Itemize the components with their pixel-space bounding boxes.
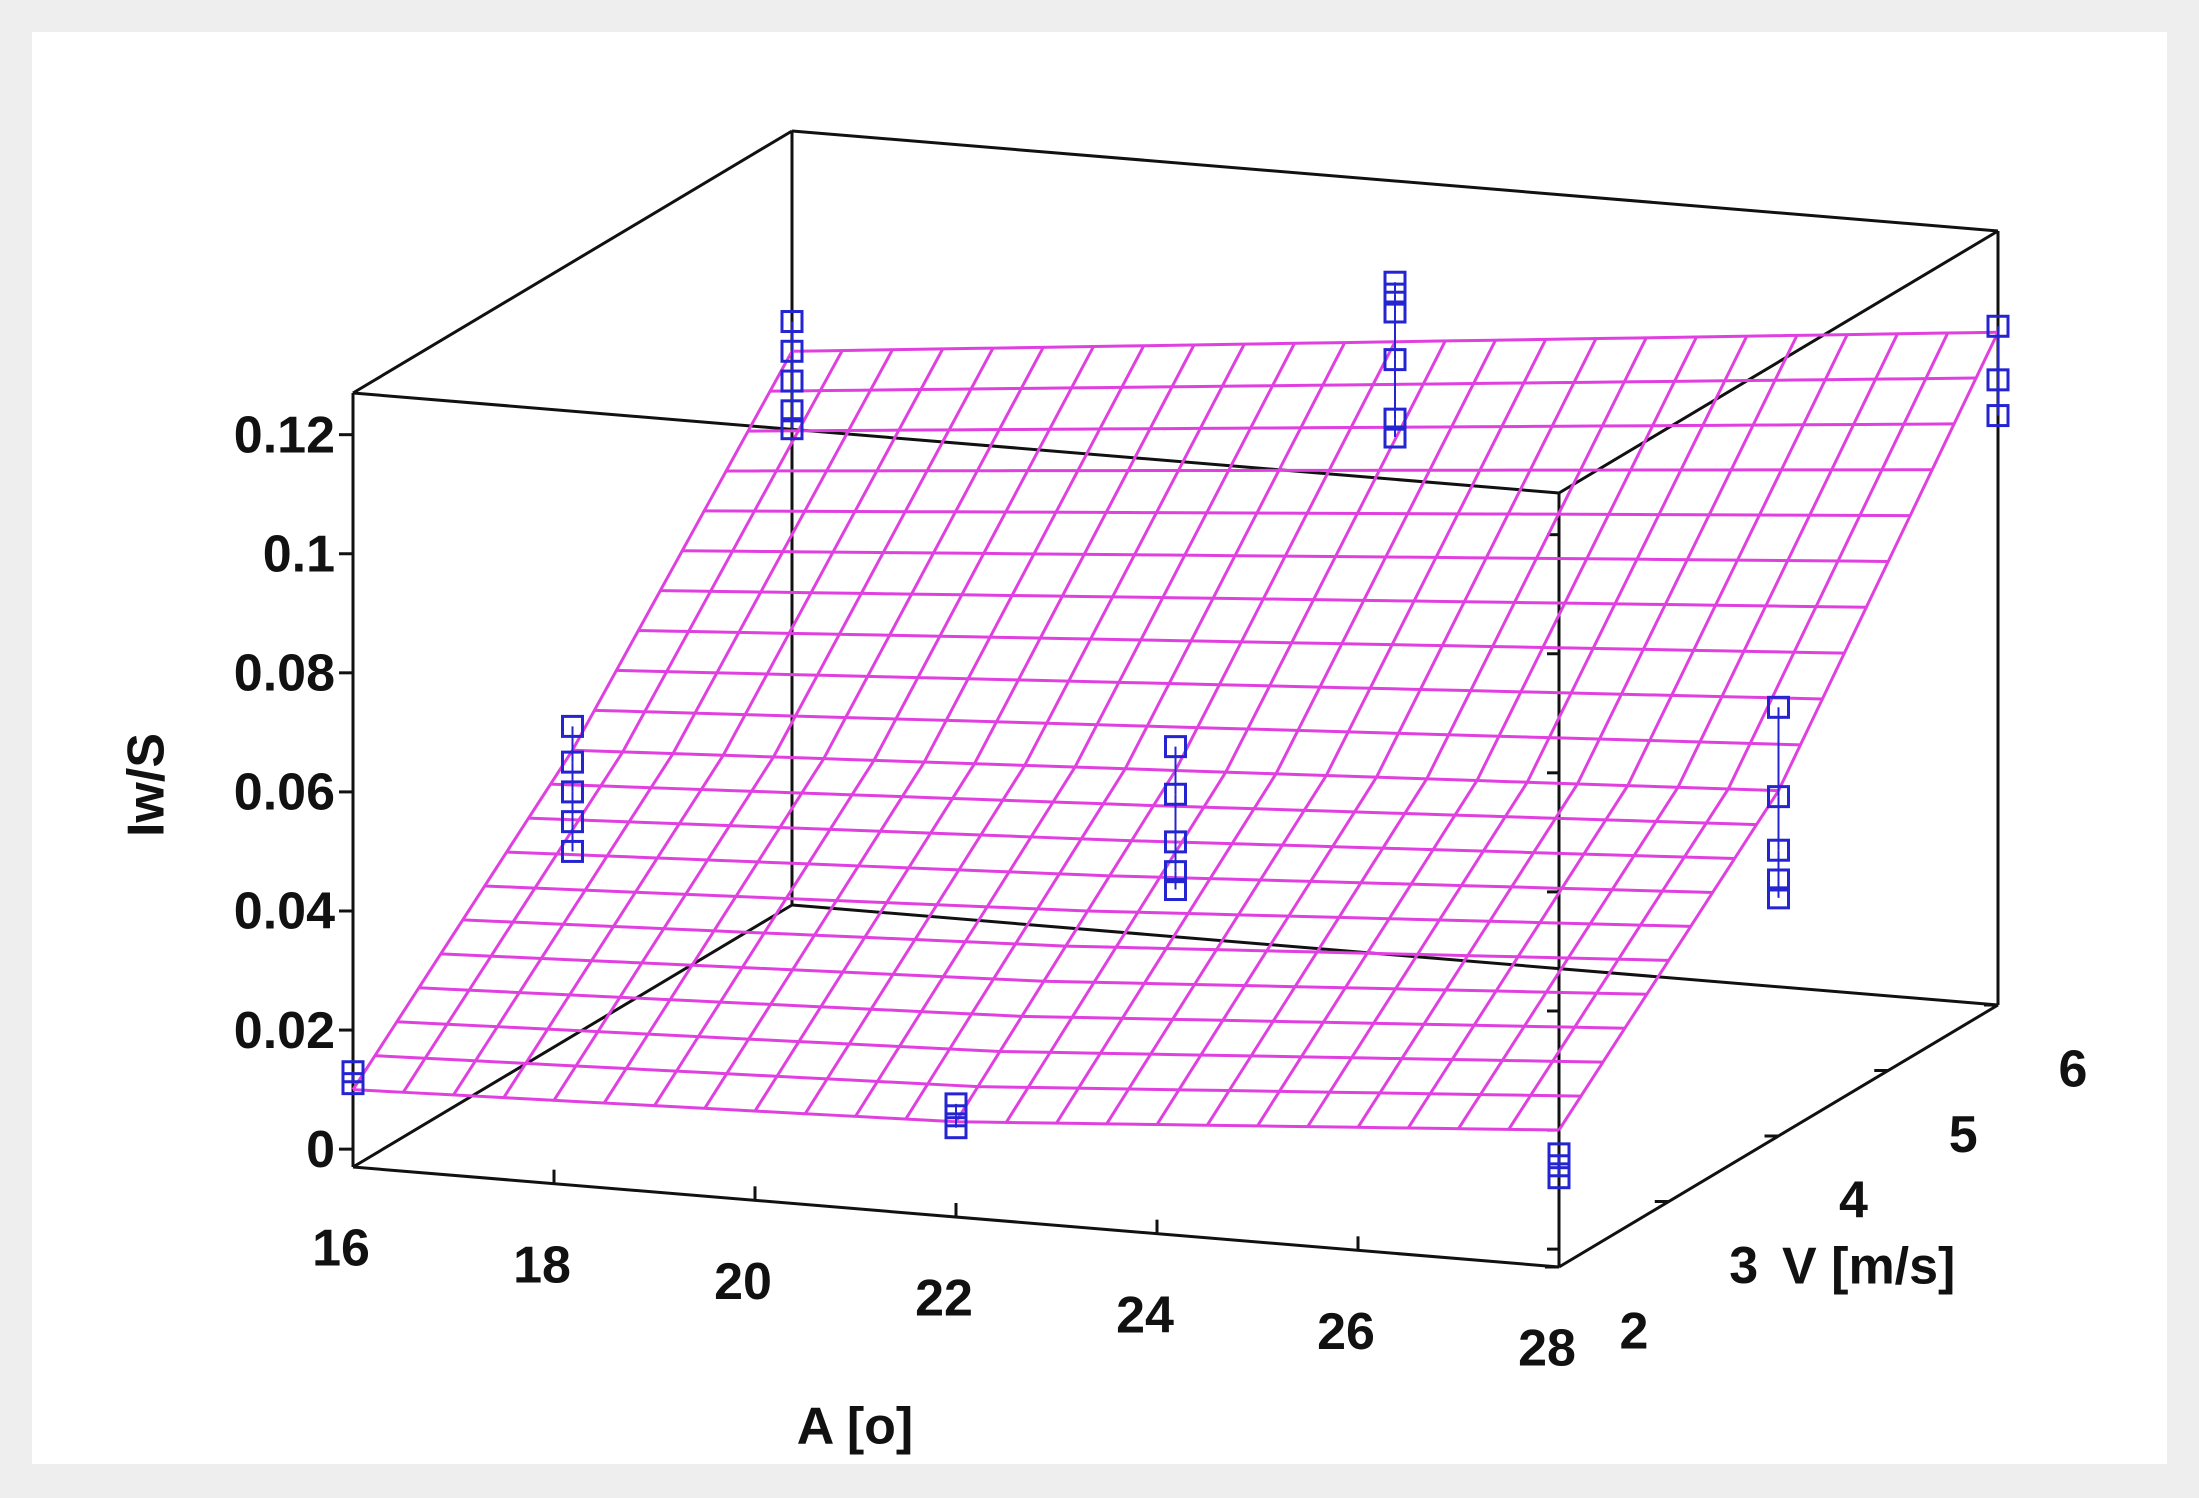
- data-point: [341, 1072, 365, 1096]
- x-tick-label: 16: [312, 1220, 370, 1278]
- z-tick-label: 0.1: [263, 525, 335, 583]
- surface-mesh-line: [1155, 337, 1598, 1126]
- surface-mesh-line: [401, 349, 844, 1094]
- data-point: [561, 839, 584, 863]
- data-point: [780, 369, 804, 393]
- z-tick-label: 0.06: [234, 764, 335, 822]
- x-tick-label: 18: [513, 1236, 571, 1294]
- x-tick-label: 20: [714, 1253, 772, 1311]
- y-tick-label: 4: [1839, 1172, 1868, 1230]
- data-point: [1767, 868, 1790, 892]
- data-point: [780, 417, 804, 441]
- data-point: [1164, 860, 1187, 884]
- surface-mesh-line: [1306, 335, 1749, 1128]
- box-edge: [1558, 229, 1999, 495]
- data-point: [1164, 782, 1187, 806]
- surface-mesh-line: [1356, 334, 1799, 1129]
- data-point: [561, 780, 584, 804]
- x-tick-label: 26: [1317, 1303, 1375, 1361]
- data-point: [1383, 270, 1407, 294]
- surface-mesh-line: [904, 341, 1347, 1120]
- data-point: [561, 714, 584, 738]
- data-point: [1986, 314, 2010, 338]
- surface-mesh-line: [803, 343, 1246, 1115]
- data-point: [1383, 300, 1407, 324]
- data-point: [1164, 830, 1187, 854]
- box-edge: [352, 903, 793, 1169]
- data-point: [1767, 886, 1790, 910]
- data-point: [1547, 1154, 1571, 1178]
- data-point: [1383, 407, 1407, 431]
- surface-mesh-line: [1055, 339, 1497, 1124]
- data-point: [944, 1116, 968, 1140]
- surface-mesh-line: [1457, 333, 1899, 1130]
- y-tick-label: 6: [2059, 1041, 2088, 1099]
- surface-mesh-line: [703, 345, 1146, 1110]
- surface-mesh-line: [602, 346, 1045, 1104]
- surface-mesh-line: [1004, 340, 1447, 1124]
- surface-mesh-line: [653, 345, 1095, 1107]
- data-point: [1767, 838, 1790, 862]
- data-point: [780, 310, 804, 334]
- z-tick-label: 0: [306, 1121, 335, 1179]
- y-tick-label: 3: [1729, 1237, 1758, 1295]
- data-point: [561, 750, 584, 774]
- box-edge: [791, 129, 1999, 233]
- data-point: [944, 1092, 968, 1116]
- data-point: [944, 1104, 968, 1128]
- data-point: [1383, 348, 1407, 372]
- surface-mesh-line: [753, 344, 1196, 1112]
- data-point: [780, 339, 804, 363]
- surface-mesh-line: [452, 348, 894, 1096]
- z-axis-title: Iw/S: [118, 733, 176, 837]
- data-point: [1986, 368, 2010, 392]
- data-point: [1547, 1142, 1571, 1166]
- surface-mesh-line: [1406, 333, 1849, 1129]
- z-tick-label: 0.04: [234, 883, 335, 941]
- data-point: [1767, 695, 1790, 719]
- x-tick-label: 22: [915, 1270, 973, 1328]
- z-tick-label: 0.02: [234, 1002, 335, 1060]
- x-tick-label: 28: [1518, 1320, 1576, 1378]
- data-point: [341, 1060, 365, 1084]
- plot-background: [32, 32, 2167, 1464]
- data-point: [1383, 282, 1407, 306]
- data-point: [561, 810, 584, 834]
- x-axis-title: A [o]: [797, 1398, 913, 1456]
- surface-mesh-line: [552, 347, 995, 1102]
- data-point: [1383, 425, 1407, 449]
- surface-mesh-line: [502, 348, 945, 1099]
- data-point: [1164, 878, 1187, 902]
- data-point: [780, 399, 804, 423]
- y-axis-title: V [m/s]: [1782, 1238, 1955, 1296]
- z-tick-label: 0.12: [234, 406, 335, 464]
- surface-mesh-line: [854, 342, 1296, 1118]
- surface-mesh-line: [1205, 337, 1648, 1127]
- data-point: [1767, 785, 1790, 809]
- z-tick-label: 0.08: [234, 645, 335, 703]
- data-point: [1164, 735, 1187, 759]
- box-edge: [352, 129, 793, 395]
- surface-mesh-line: [1105, 338, 1548, 1125]
- x-tick-label: 24: [1116, 1286, 1174, 1344]
- y-tick-label: 2: [1620, 1303, 1649, 1361]
- surface-mesh-line: [1507, 332, 1950, 1131]
- data-point: [1547, 1166, 1571, 1190]
- data-point: [1986, 404, 2010, 428]
- y-tick-label: 5: [1949, 1106, 1978, 1164]
- box-edge: [352, 391, 1560, 495]
- surface-mesh-line: [1256, 336, 1698, 1127]
